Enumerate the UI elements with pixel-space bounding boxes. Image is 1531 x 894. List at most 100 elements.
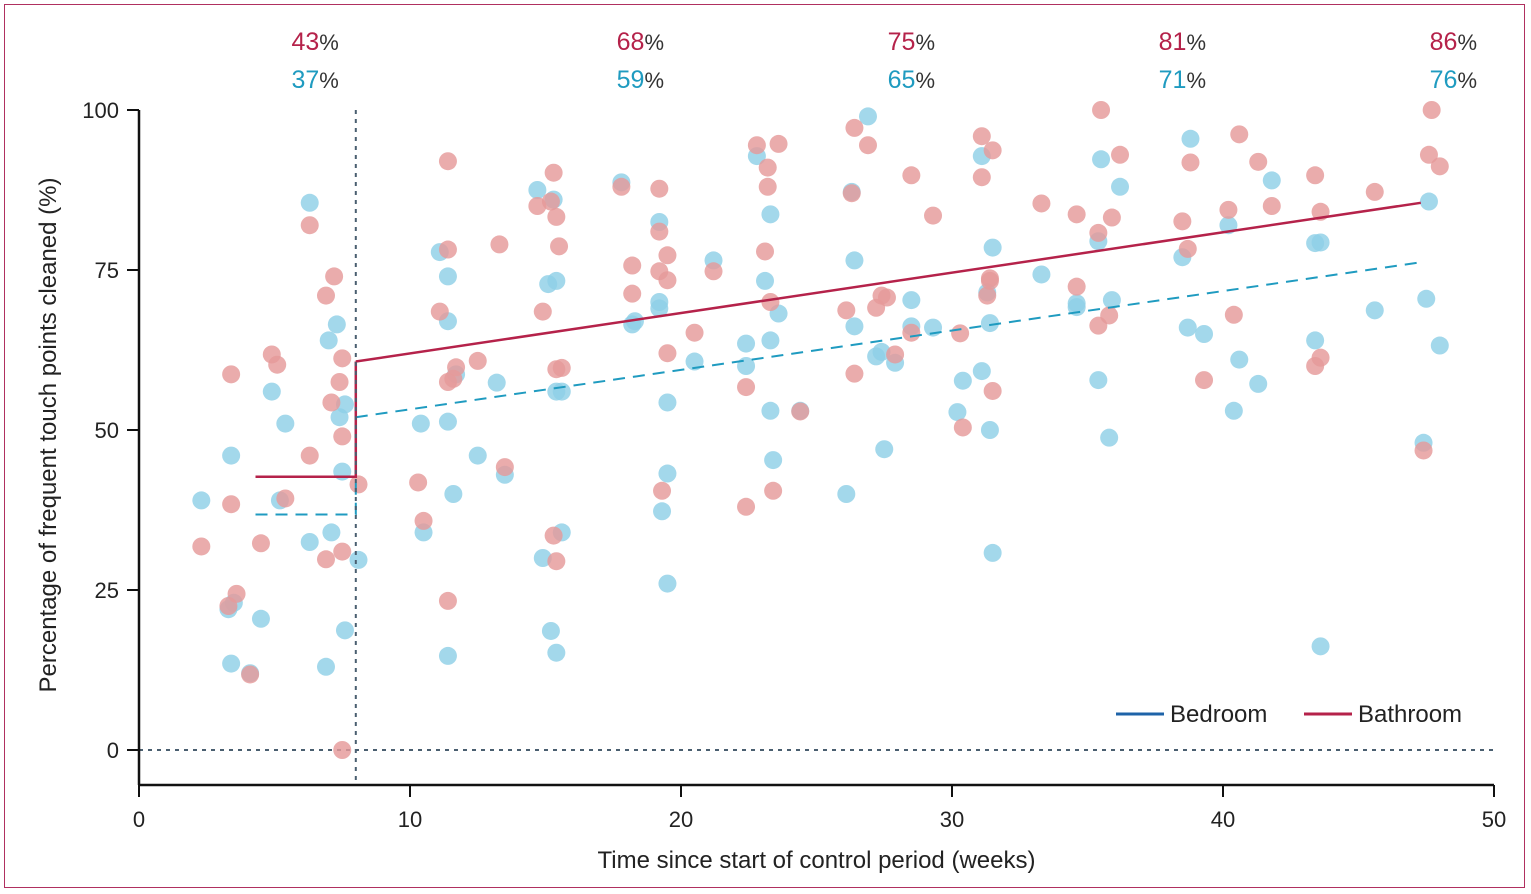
x-tick-label: 0 [133,807,145,832]
bathroom-point-3 [222,495,241,514]
bathroom-point-84 [980,271,999,290]
bedroom-percentage-label: 59% [617,66,664,94]
y-axis-title: Percentage of frequent touch points clea… [35,178,62,693]
bathroom-point-16 [330,373,349,391]
bathroom-point-60 [758,158,777,177]
bathroom-point-88 [1067,205,1086,224]
bedroom-point-60 [761,331,780,350]
bathroom-point-26 [438,240,457,259]
bedroom-point-100 [1224,401,1243,420]
bathroom-point-111 [1419,145,1438,164]
bathroom-point-66 [837,301,856,320]
bathroom-point-85 [983,141,1002,160]
x-tick-label: 50 [1482,807,1506,832]
bathroom-point-79 [953,418,972,437]
bathroom-point-80 [972,127,991,146]
bathroom-point-18 [333,427,352,446]
bathroom-point-76 [902,323,921,342]
bathroom-point-54 [685,323,704,342]
bedroom-percentage-value: 65 [888,66,916,94]
bathroom-point-38 [544,526,563,545]
bathroom-point-81 [972,168,991,187]
bathroom-point-25 [438,152,457,171]
bedroom-point-4 [222,446,241,465]
bathroom-point-64 [769,134,788,153]
x-tick-label: 20 [669,807,693,832]
bathroom-point-59 [756,242,775,261]
bathroom-point-74 [886,345,905,364]
bedroom-point-7 [262,382,281,401]
bedroom-point-31 [487,373,506,392]
bedroom-percentage-label: 37% [291,66,338,94]
bathroom-point-96 [1173,212,1192,231]
bathroom-point-51 [658,246,677,265]
bedroom-point-58 [756,271,775,290]
bedroom-point-25 [438,267,457,286]
bedroom-point-80 [972,362,991,381]
bedroom-point-9 [276,414,295,433]
bathroom-point-58 [747,136,766,155]
bedroom-point-77 [948,403,967,422]
bedroom-point-37 [541,621,560,640]
bathroom-point-95 [1111,145,1130,164]
bathroom-point-39 [547,207,566,226]
bedroom-point-61 [761,205,780,224]
bathroom-point-55 [704,262,723,281]
bathroom-point-28 [438,591,457,610]
bathroom-point-82 [978,286,997,305]
bathroom-point-65 [791,402,810,421]
bedroom-point-39 [547,271,566,290]
x-tick-label: 30 [940,807,964,832]
percent-sign: % [1457,30,1477,55]
bathroom-point-11 [300,446,319,465]
bathroom-point-23 [414,511,433,530]
bathroom-point-6 [251,534,270,553]
bedroom-point-101 [1230,350,1249,369]
bedroom-point-103 [1262,171,1281,190]
legend-bedroom-label: Bedroom [1170,701,1267,728]
bedroom-point-33 [528,181,547,199]
trend-lines [255,110,1421,785]
bedroom-point-45 [625,312,644,331]
bedroom-point-27 [438,646,457,665]
bathroom-point-47 [650,179,669,198]
legend: Bedroom Bathroom [1116,701,1462,728]
bathroom-percentage-label: 68% [617,28,664,56]
bedroom-percentage-label: 76% [1430,66,1477,94]
bathroom-point-109 [1365,182,1384,201]
bathroom-point-62 [761,293,780,311]
bathroom-point-77 [924,206,943,225]
bedroom-point-52 [658,574,677,593]
bathroom-point-63 [764,481,783,500]
bathroom-point-41 [547,552,566,571]
bathroom-point-102 [1230,125,1249,144]
bedroom-point-86 [1032,265,1051,284]
bathroom-point-94 [1102,208,1121,227]
bathroom-percentage-label: 43% [291,28,338,56]
bathroom-point-15 [325,267,344,286]
bathroom-percentage-label: 86% [1430,28,1477,56]
bedroom-point-15 [327,315,346,334]
bathroom-point-44 [612,177,631,196]
percent-sign: % [1186,30,1206,55]
bathroom-point-4 [227,584,246,603]
bathroom-point-36 [541,192,560,211]
bedroom-point-110 [1417,289,1436,308]
bedroom-point-49 [653,502,672,521]
bathroom-point-57 [737,497,756,516]
bathroom-point-21 [349,475,368,494]
bedroom-point-19 [335,621,354,640]
bedroom-point-55 [737,334,756,353]
bedroom-percentage-label: 71% [1159,66,1206,94]
bathroom-point-30 [447,358,466,377]
bedroom-point-84 [983,238,1002,257]
bathroom-point-68 [845,118,864,137]
bathroom-point-52 [658,271,677,290]
y-tick-label: 100 [82,98,119,123]
bedroom-point-112 [1430,336,1449,355]
bathroom-point-101 [1224,305,1243,324]
bedroom-point-21 [411,414,430,433]
bedroom-point-105 [1306,331,1325,350]
bathroom-point-53 [658,344,677,363]
bathroom-trend-segment-1 [355,201,1421,363]
